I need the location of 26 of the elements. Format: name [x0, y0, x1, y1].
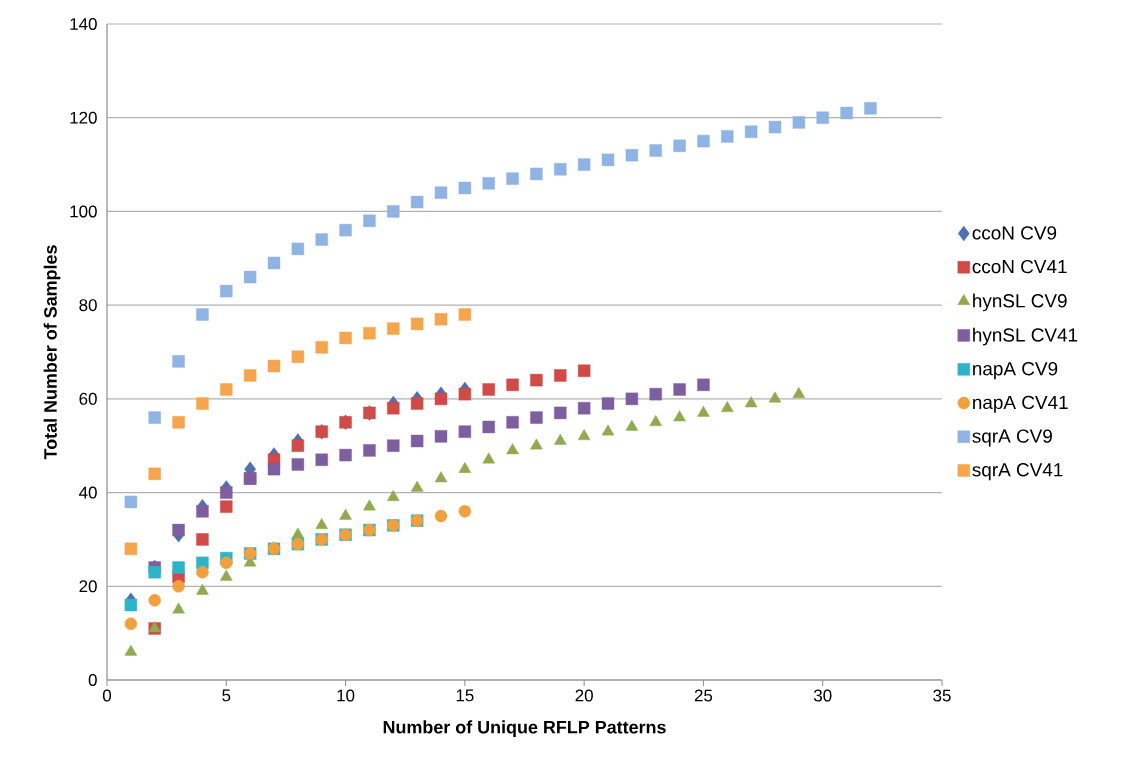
- y-tick-label: 140: [70, 17, 97, 30]
- x-tick-label: 35: [933, 689, 951, 702]
- x-tick-label: 10: [337, 689, 355, 702]
- y-tick-label: 40: [79, 486, 97, 499]
- x-axis-title: Number of Unique RFLP Patterns: [383, 720, 666, 738]
- legend-label: sqrA CV41: [972, 463, 1063, 481]
- legend-label: sqrA CV9: [972, 429, 1052, 447]
- x-tick-label: 15: [456, 689, 474, 702]
- legend-label: ccoN CV9: [972, 226, 1057, 240]
- y-axis-title: Total Number of Samples: [43, 245, 61, 460]
- legend-label: hynSL CV41: [973, 327, 1078, 346]
- x-tick-label: 20: [575, 689, 593, 702]
- x-tick-label: 0: [102, 689, 112, 702]
- y-tick-label: 120: [70, 111, 97, 124]
- legend-label: hynSL CV9: [973, 293, 1067, 312]
- x-tick-label: 5: [222, 689, 231, 702]
- legend-label: napA CV41: [973, 395, 1068, 413]
- y-tick-label: 0: [88, 674, 97, 686]
- y-tick-label: 100: [70, 205, 97, 218]
- x-tick-label: 25: [694, 689, 713, 702]
- legend-label: napA CV9: [973, 361, 1058, 380]
- legend-label: ccoN CV41: [972, 259, 1067, 274]
- y-tick-label: 60: [79, 392, 97, 405]
- x-tick-label: 30: [813, 689, 832, 702]
- y-tick-label: 80: [79, 299, 97, 312]
- y-tick-label: 20: [79, 580, 97, 593]
